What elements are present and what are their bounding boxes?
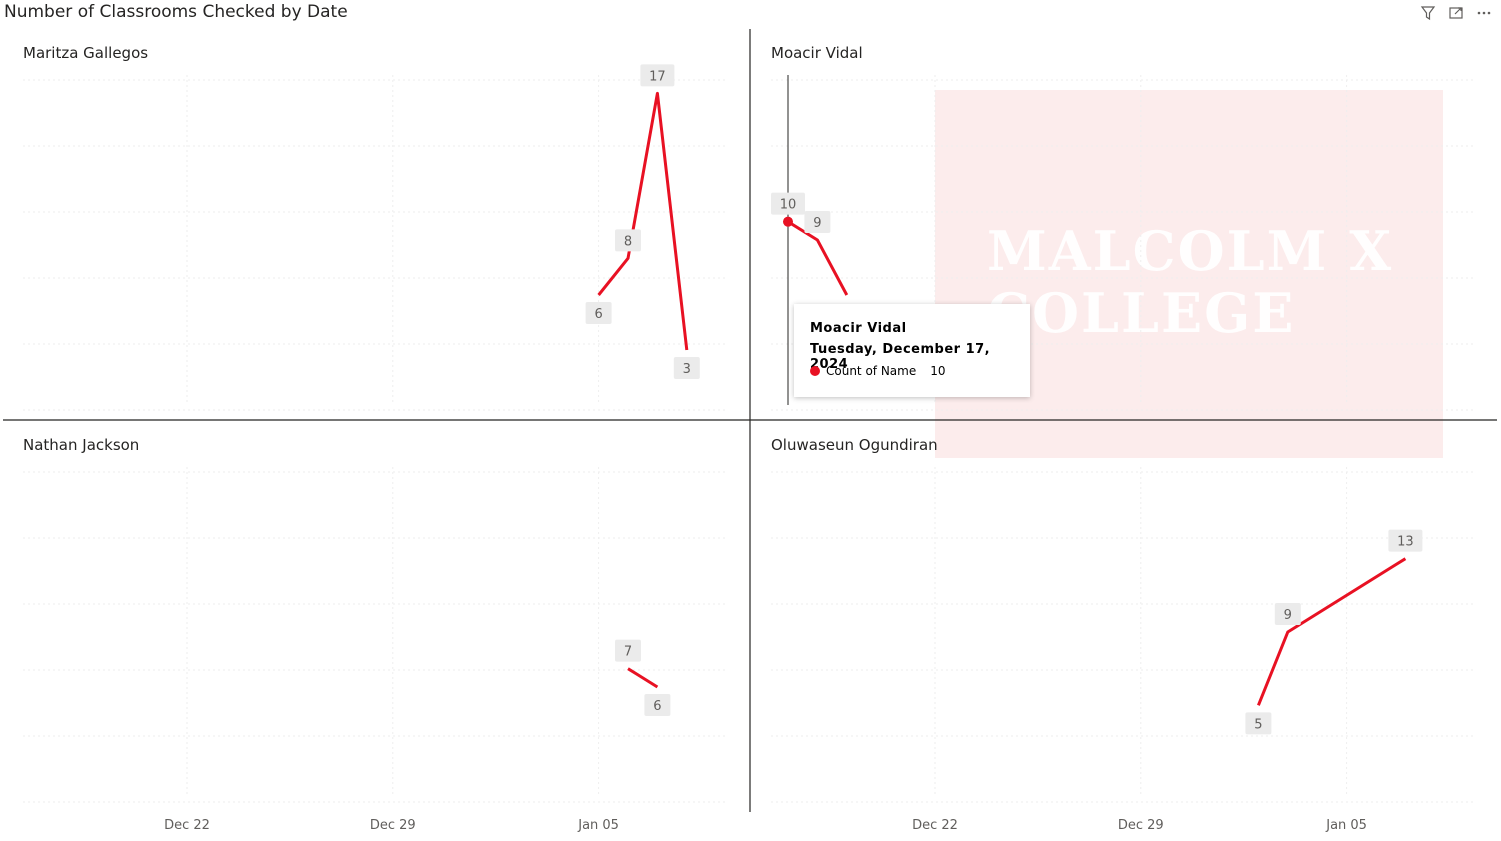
svg-text:6: 6 [594,307,602,322]
x-tick-label: Dec 29 [1118,818,1164,833]
data-label: 6 [644,694,671,716]
panel-title: Oluwaseun Ogundiran [771,436,938,454]
series-line[interactable] [597,91,689,351]
gridlines [23,75,727,411]
x-tick-label: Jan 05 [577,818,619,833]
svg-text:5: 5 [1254,717,1262,732]
visual-header-icons [1419,5,1493,23]
svg-text:9: 9 [1284,608,1292,623]
gridlines [23,467,727,803]
data-label: 6 [585,302,612,324]
panel-title: Moacir Vidal [771,44,863,62]
svg-text:13: 13 [1397,535,1414,550]
x-tick-label: Dec 29 [370,818,416,833]
data-label: 17 [640,64,675,87]
x-tick-label: Dec 22 [164,818,210,833]
tooltip-name: Moacir Vidal [810,321,907,336]
data-label: 13 [1388,529,1423,552]
data-label: 9 [804,211,831,233]
hovered-data-point[interactable] [783,216,793,227]
tooltip-measure-label: Count of Name [826,364,917,378]
panel-title: Nathan Jackson [23,436,139,454]
page-title: Number of Classrooms Checked by Date [4,2,348,22]
data-point-tooltip: Moacir Vidal Tuesday, December 17, 2024 … [794,304,1030,397]
svg-text:7: 7 [624,645,632,660]
panel-title: Maritza Gallegos [23,44,148,62]
svg-text:9: 9 [813,216,821,231]
data-label: 5 [1245,712,1272,735]
series-line[interactable] [1257,557,1407,706]
gridlines [771,467,1475,803]
svg-text:6: 6 [653,699,661,714]
watermark-line-1: MALCOLM X [987,219,1394,283]
tooltip-measure-row: Count of Name 10 [810,364,946,378]
x-tick-label: Jan 05 [1325,818,1367,833]
x-tick-label: Dec 22 [912,818,958,833]
data-label: 10 [771,192,805,215]
svg-text:8: 8 [624,234,632,249]
series-line[interactable] [787,220,849,296]
svg-text:17: 17 [649,69,666,84]
watermark-line-2: COLLEGE [987,281,1296,345]
data-label: 7 [615,639,641,662]
gridlines [771,75,1475,411]
tooltip-measure-value: 10 [930,364,946,378]
more-options-icon[interactable] [1475,5,1493,23]
focus-mode-icon[interactable] [1447,5,1465,23]
data-label: 9 [1274,603,1301,625]
series-line[interactable] [627,667,659,689]
svg-text:3: 3 [683,362,691,377]
data-label: 3 [673,357,700,379]
data-label: 8 [615,229,641,252]
legend-dot-icon [810,366,820,376]
svg-text:10: 10 [780,198,797,213]
filter-icon[interactable] [1419,5,1437,23]
